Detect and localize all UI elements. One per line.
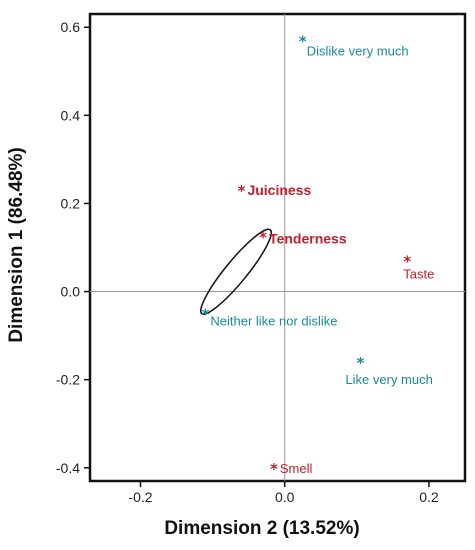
point-label-taste: Taste [403,267,434,282]
x-axis-title: Dimension 2 (13.52%) [164,518,359,539]
y-tick-label: -0.4 [56,460,80,476]
point-marker-taste: * [403,253,411,271]
point-label-smell: Smell [280,461,313,476]
y-axis-ticks: 0.6 0.4 0.2 0.0 -0.2 -0.4 [56,19,90,476]
y-axis-title: Dimension 1 (86.48%) [6,147,27,342]
y-tick-label: 0.2 [61,195,81,211]
y-tick-label: 0.4 [61,107,81,123]
x-axis-ticks: -0.2 0.0 0.2 [128,481,439,505]
point-label-like-very-much: Like very much [345,372,432,387]
plot-frame [88,12,467,483]
x-tick-label: 0.0 [275,489,295,505]
y-tick-label: 0.0 [61,284,81,300]
point-label-tenderness: Tenderness [269,230,347,246]
point-label-neither-like-nor-dislike: Neither like nor dislike [210,314,337,329]
point-marker-dislike-very-much: * [299,32,307,50]
confidence-ellipse [200,228,273,315]
point-marker-neither-like-nor-dislike: * [201,306,209,324]
x-tick-label: -0.2 [128,489,152,505]
point-marker-smell: * [270,460,278,478]
data-points: * Juiciness* Tenderness*Taste* Smell*Dislik… [201,32,434,477]
x-tick-label: 0.2 [419,489,439,505]
point-label-dislike-very-much: Dislike very much [307,43,409,58]
point-marker-tenderness: * [259,228,267,246]
y-tick-label: -0.2 [56,372,80,388]
point-marker-like-very-much: * [357,354,365,372]
y-tick-label: 0.6 [61,19,81,35]
point-label-juiciness: Juiciness [247,182,311,198]
point-marker-juiciness: * [238,182,246,200]
